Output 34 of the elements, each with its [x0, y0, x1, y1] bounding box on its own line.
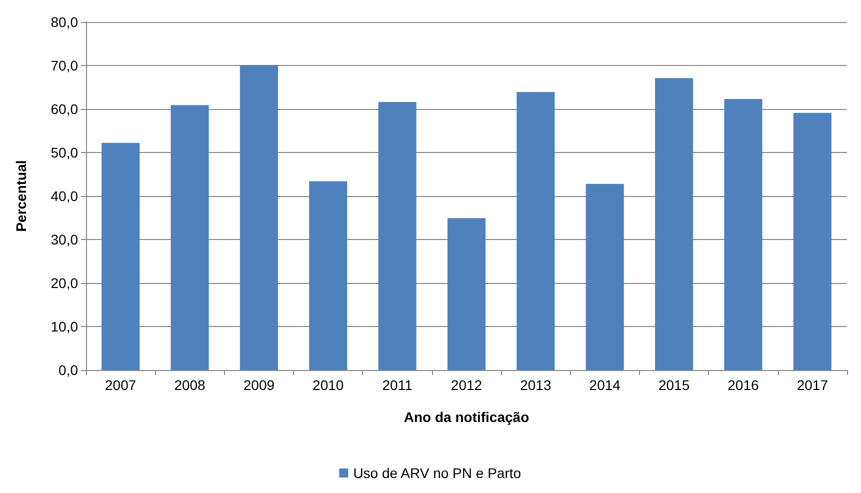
bar — [309, 181, 348, 370]
y-tick-label: 60,0 — [50, 101, 78, 117]
x-tick-label: 2012 — [450, 377, 482, 393]
y-tick-label: 70,0 — [50, 58, 78, 74]
x-tick-label: 2017 — [796, 377, 828, 393]
y-tick-label: 0,0 — [58, 362, 78, 378]
y-tick-label: 80,0 — [50, 14, 78, 30]
bar — [102, 142, 140, 370]
x-tick-label: 2011 — [382, 377, 413, 393]
x-tick-label: 2007 — [105, 377, 136, 393]
x-tick-label: 2015 — [658, 377, 690, 393]
bar — [516, 92, 555, 370]
y-tick-label: 30,0 — [50, 232, 78, 248]
x-tick-label: 2014 — [589, 377, 621, 393]
bar — [447, 218, 486, 370]
y-tick-label: 20,0 — [50, 275, 78, 291]
x-tick-label: 2013 — [520, 377, 552, 393]
x-tick-label: 2016 — [728, 377, 760, 393]
bar — [170, 105, 209, 370]
bar — [378, 102, 416, 370]
x-axis-title: Ano da notificação — [404, 409, 530, 425]
bar — [655, 78, 694, 370]
bar — [586, 184, 624, 370]
bar — [240, 65, 278, 370]
y-axis-title: Percentual — [13, 160, 29, 232]
y-tick-label: 40,0 — [50, 188, 78, 204]
x-tick-label: 2009 — [243, 377, 275, 393]
x-tick-label: 2010 — [312, 377, 344, 393]
y-tick-label: 10,0 — [50, 318, 78, 334]
bar — [724, 98, 762, 370]
legend-label: Uso de ARV no PN e Parto — [353, 465, 522, 481]
bar — [793, 112, 832, 370]
x-tick-label: 2008 — [174, 377, 206, 393]
y-tick-label: 50,0 — [50, 144, 78, 160]
